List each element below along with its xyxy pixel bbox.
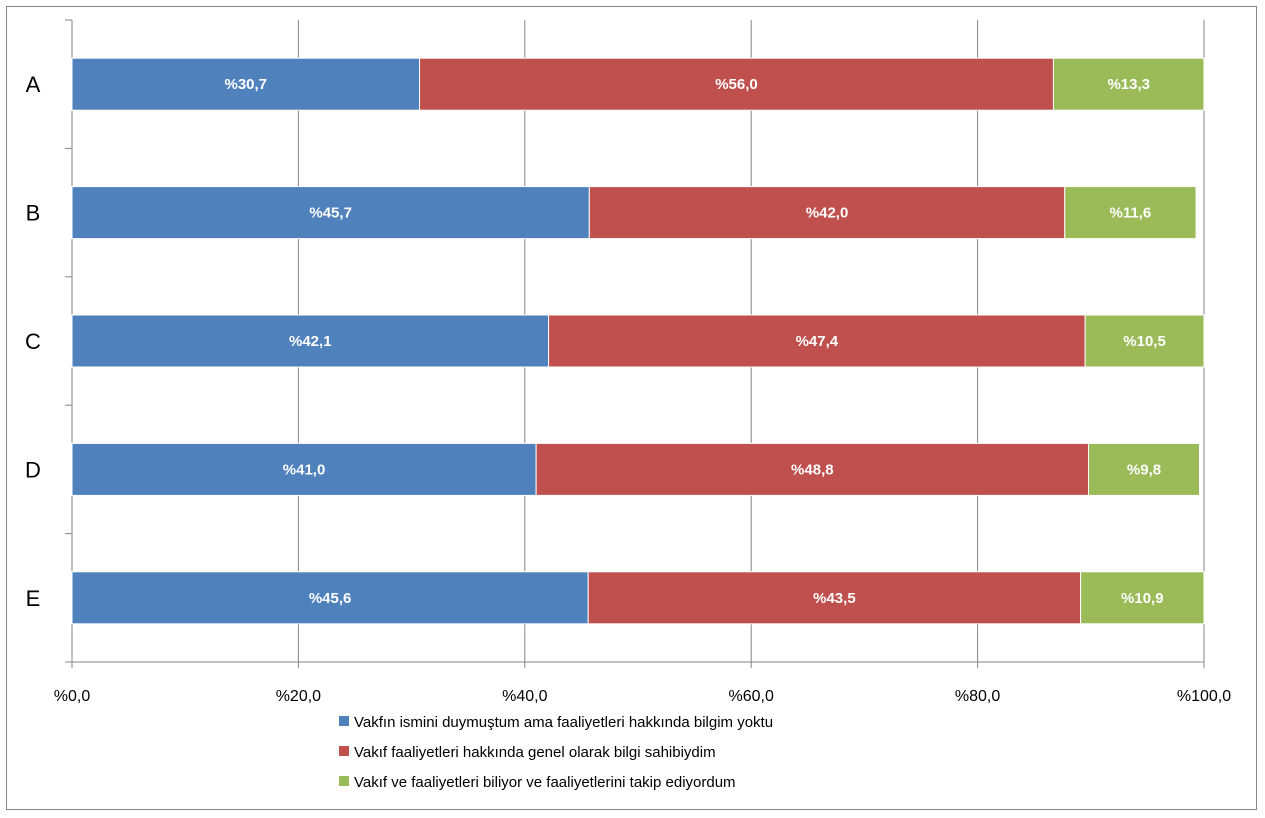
data-label: %43,5 (813, 590, 856, 607)
bar-segment (1088, 442, 1200, 496)
bar-segment (588, 186, 1066, 240)
bar-segment (1052, 57, 1205, 111)
category-label: D (25, 457, 41, 482)
legend-label: Vakıf faaliyetleri hakkında genel olarak… (354, 744, 716, 761)
data-label: %41,0 (283, 461, 326, 478)
x-tick-label: %20,0 (276, 688, 321, 705)
bar-segment (587, 571, 1082, 625)
category-label: B (26, 201, 41, 226)
legend-label: Vakıf ve faaliyetleri biliyor ve faaliye… (354, 774, 736, 791)
bar-segment (419, 57, 1054, 111)
chart-frame (6, 6, 1257, 810)
bar-segment (71, 186, 590, 240)
category-label: A (26, 72, 41, 97)
data-label: %42,0 (806, 205, 849, 222)
data-label: %10,5 (1123, 333, 1166, 350)
data-labels: %30,7 %56,0 %13,3 %45,7 %42,0 %11,6 %42,1 %47,4… (224, 76, 1165, 607)
bars (71, 57, 1205, 625)
data-label: %45,6 (309, 590, 352, 607)
bar-segment (71, 571, 589, 625)
data-label: %30,7 (224, 76, 267, 93)
x-tick-label: %80,0 (955, 688, 1000, 705)
data-label: %45,7 (309, 205, 352, 222)
axes: %0,0 %20,0 %40,0 %60,0 %80,0 %100,0 A B C D E (25, 19, 1231, 705)
bar-segment (535, 442, 1090, 496)
bar-segment (71, 442, 537, 496)
legend-swatch (339, 776, 349, 786)
data-label: %48,8 (791, 461, 834, 478)
bar-segment (71, 314, 550, 368)
data-label: %42,1 (289, 333, 332, 350)
legend-swatch (339, 716, 349, 726)
data-label: %9,8 (1127, 461, 1161, 478)
data-label: %47,4 (796, 333, 839, 350)
data-label: %56,0 (715, 76, 758, 93)
x-tick-label: %60,0 (729, 688, 774, 705)
bar-segment (1084, 314, 1205, 368)
category-label: E (26, 586, 41, 611)
data-label: %11,6 (1110, 205, 1152, 222)
bar-segment (71, 57, 421, 111)
bar-segment (548, 314, 1086, 368)
x-tick-label: %100,0 (1177, 688, 1231, 705)
legend-label: Vakfın ismini duymuştum ama faaliyetleri… (354, 714, 773, 731)
legend: Vakfın ismini duymuştum ama faaliyetleri… (339, 714, 773, 791)
bar-segment (1080, 571, 1205, 625)
data-label: %10,9 (1121, 590, 1164, 607)
data-label: %13,3 (1107, 76, 1150, 93)
x-tick-label: %0,0 (54, 688, 91, 705)
x-tick-label: %40,0 (502, 688, 547, 705)
legend-swatch (339, 746, 349, 756)
category-label: C (25, 329, 41, 354)
bar-segment (1064, 186, 1197, 240)
